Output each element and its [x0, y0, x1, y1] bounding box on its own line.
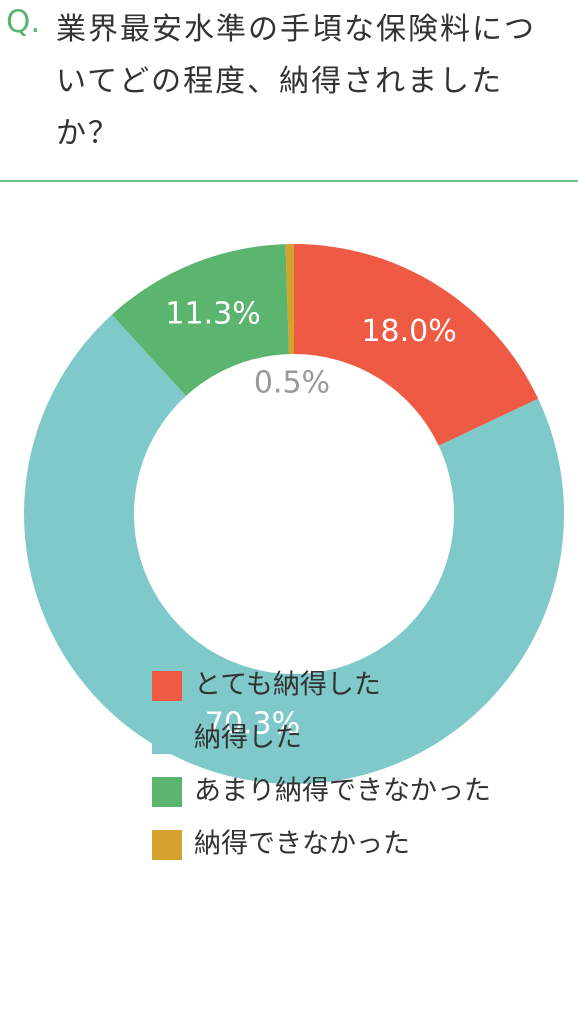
legend-swatch — [152, 724, 182, 754]
legend-label: あまり納得できなかった — [194, 776, 491, 807]
data-label: 70.3% — [205, 706, 300, 741]
data-label: 0.5% — [254, 366, 330, 401]
donut-segment — [285, 244, 294, 355]
chart-title: 業界最安水準の手頃な保険料についてどの程度、納得されましたか？ — [56, 12, 536, 151]
data-label: 11.3% — [165, 296, 260, 331]
data-label: 18.0% — [361, 314, 456, 349]
donut-segment — [294, 244, 539, 446]
question-marker: Q. — [6, 4, 41, 40]
legend-swatch — [152, 777, 182, 807]
legend-label: 納得した — [194, 723, 302, 754]
donut-segment — [23, 314, 564, 784]
legend-label: とても納得した — [194, 670, 381, 701]
legend-label: 納得できなかった — [194, 829, 410, 860]
chart: 18.0% 70.3% 11.3% 0.5% とても納得した納得したあまり納得できなかっ… — [23, 244, 564, 860]
donut-segment — [111, 244, 289, 396]
legend-swatch — [152, 671, 182, 701]
legend-swatch — [152, 830, 182, 860]
question-header: Q. 業界最安水準の手頃な保険料についてどの程度、納得されましたか？ — [0, 0, 578, 182]
